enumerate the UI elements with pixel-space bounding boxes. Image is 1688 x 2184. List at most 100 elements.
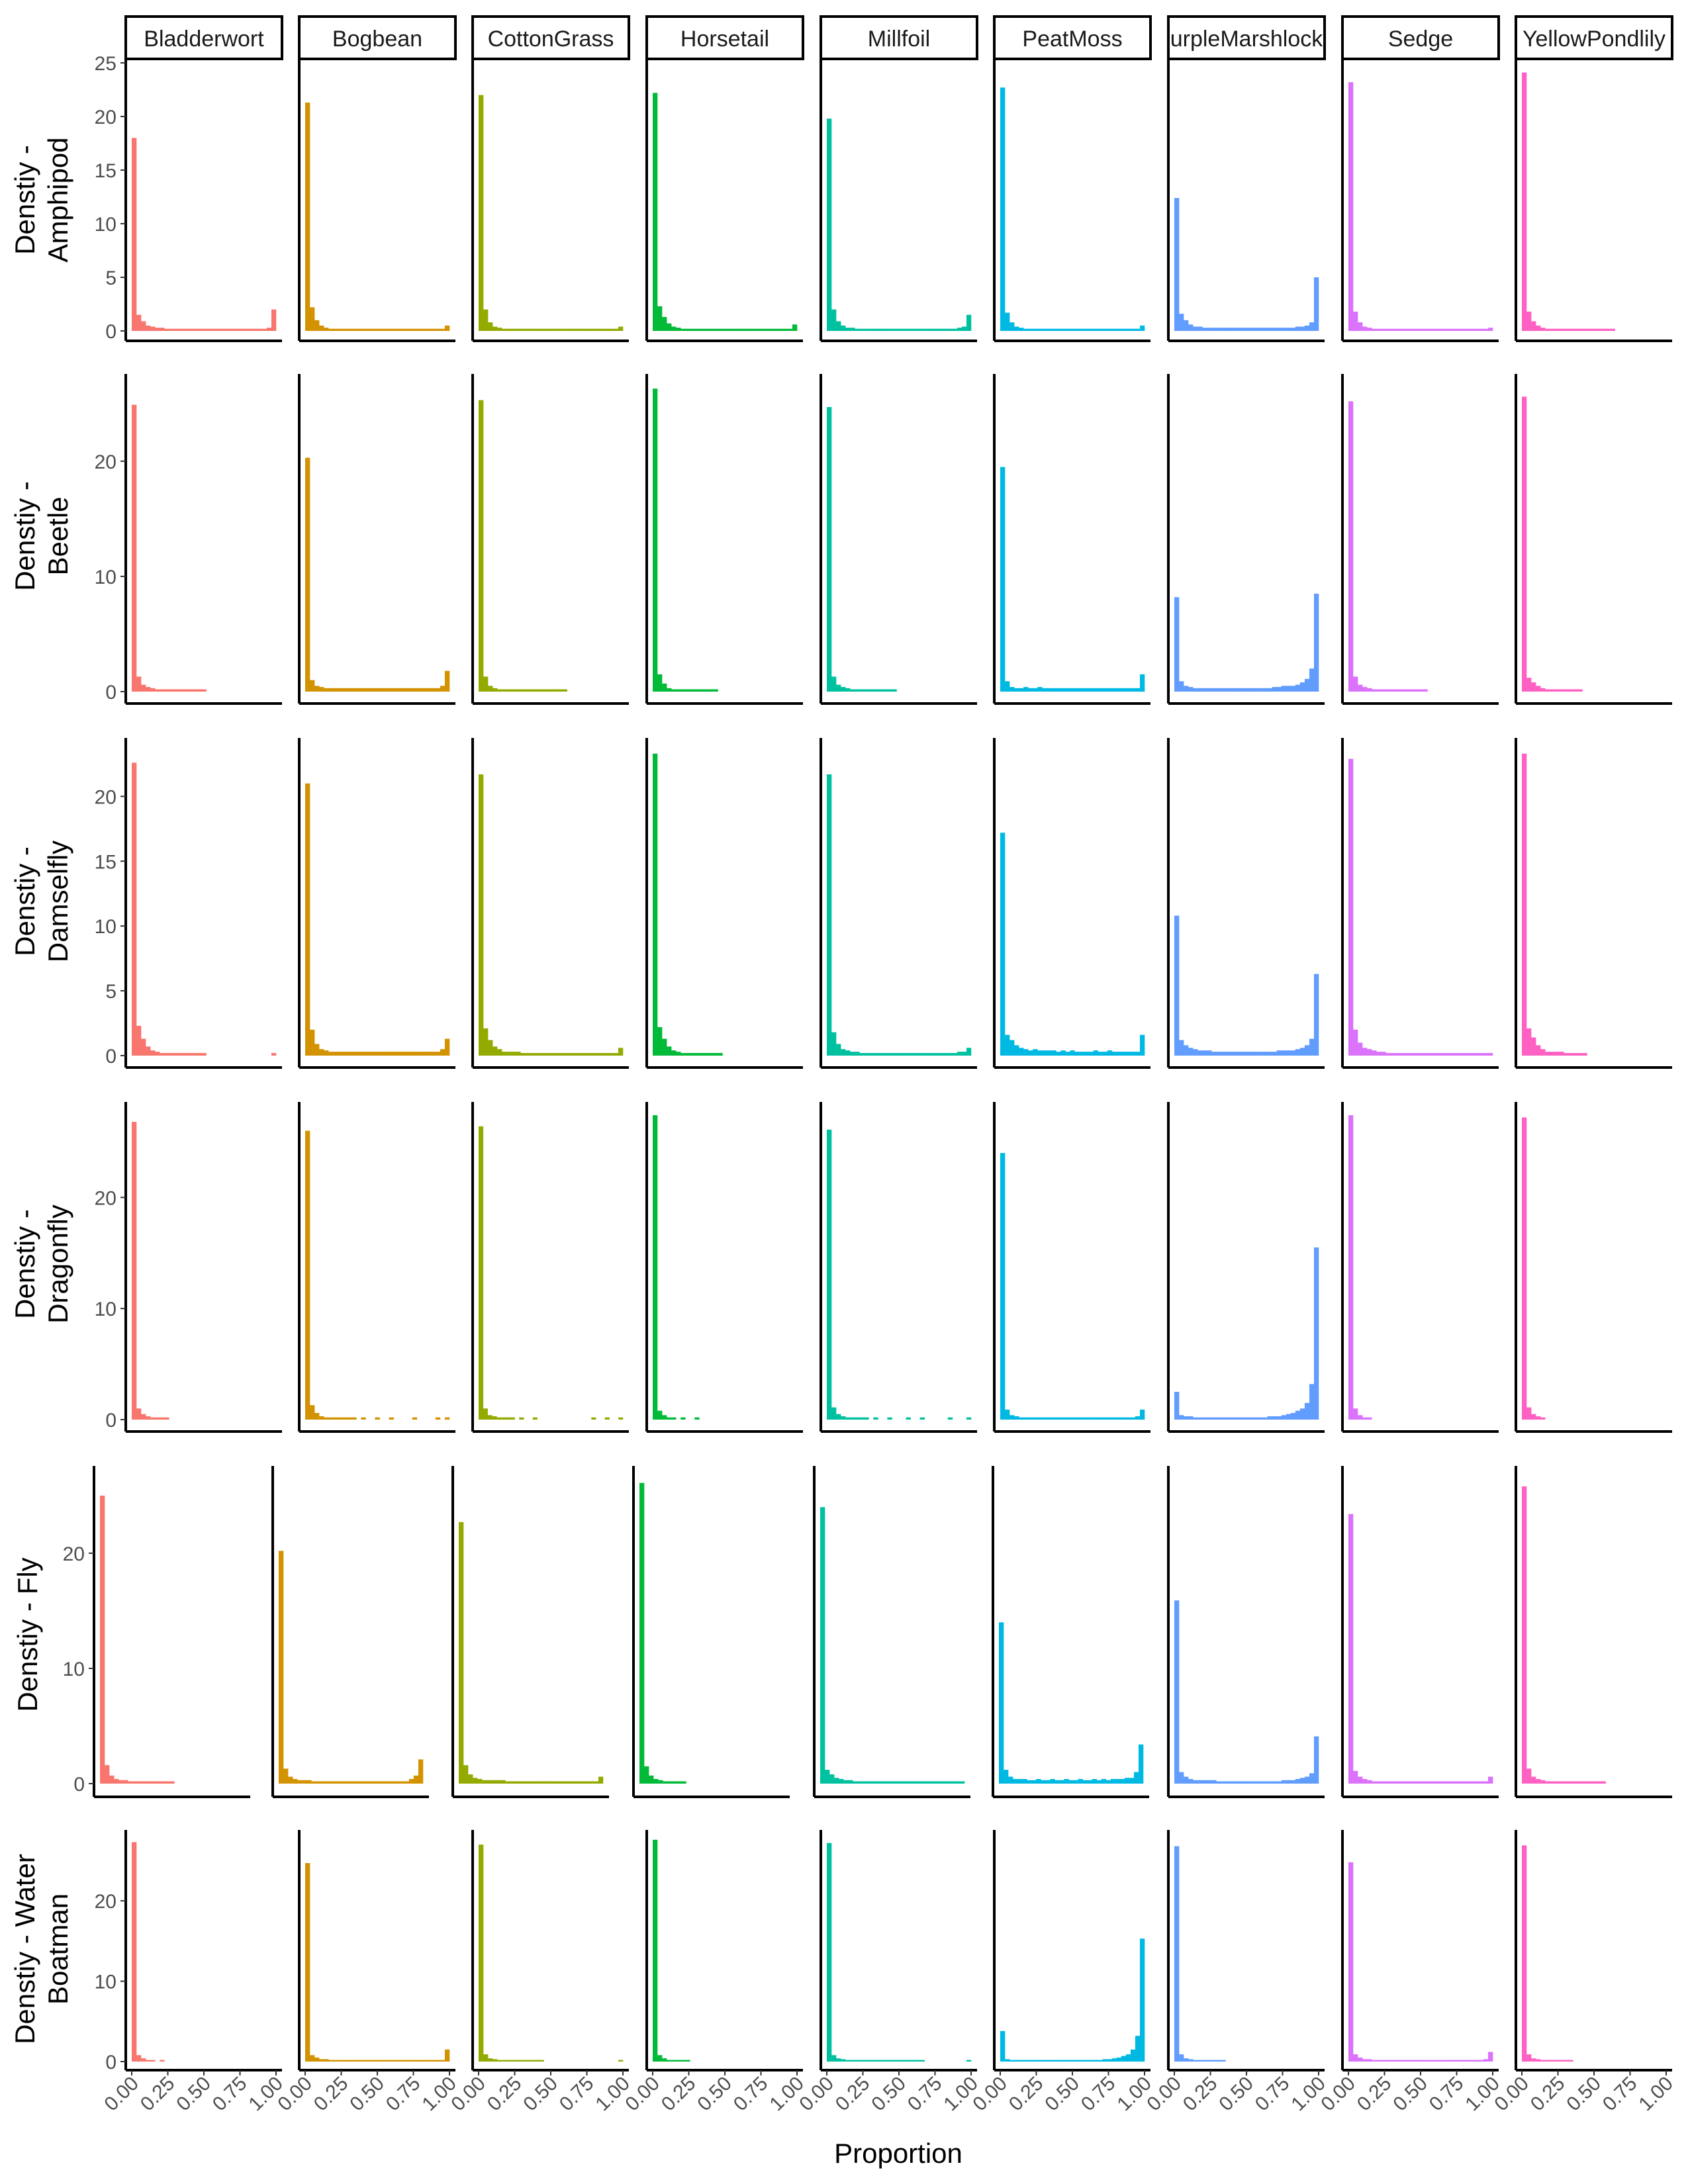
histogram-bar <box>929 328 935 331</box>
histogram-bar <box>929 1053 935 1056</box>
histogram-bar <box>1013 1779 1018 1784</box>
histogram-bar <box>421 2060 427 2062</box>
histogram-bar <box>671 1417 677 1420</box>
histogram-bar <box>356 2060 361 2062</box>
strip-Sedge: Sedge <box>1341 15 1500 60</box>
histogram-bar <box>868 689 874 692</box>
histogram-bar <box>473 1778 478 1784</box>
histogram-bar <box>477 1779 483 1784</box>
histogram-bar <box>1568 1053 1573 1056</box>
histogram-bar <box>407 328 413 331</box>
histogram-bar <box>1202 1417 1207 1420</box>
histogram-bar <box>539 2060 544 2062</box>
row-label-line: Boatman <box>42 1893 73 2005</box>
histogram-bar <box>516 328 521 331</box>
histogram-bar <box>1225 1052 1231 1056</box>
histogram-bar <box>1088 328 1094 331</box>
histogram-bar <box>704 689 709 692</box>
histogram-bar <box>1313 1736 1319 1784</box>
histogram-bar <box>362 1781 367 1784</box>
histogram-bar <box>402 1052 408 1056</box>
histogram-bar <box>1116 2057 1122 2062</box>
histogram-bar <box>1568 328 1573 331</box>
histogram-bar <box>525 1053 530 1056</box>
histogram-bar <box>864 2060 869 2062</box>
histogram-bar <box>1526 1028 1532 1056</box>
histogram-bar <box>579 1781 585 1784</box>
histogram-bar <box>520 1053 526 1056</box>
histogram-bar <box>501 1417 506 1420</box>
histogram-bar <box>1110 1779 1116 1784</box>
histogram-bar <box>1313 594 1319 692</box>
histogram-bar <box>567 328 572 331</box>
histogram-bar <box>1487 1053 1493 1056</box>
histogram-bar <box>649 1775 654 1784</box>
histogram-bar <box>901 1053 906 1056</box>
histogram-bar <box>1564 328 1569 331</box>
histogram-bar <box>864 1417 869 1420</box>
histogram-bar <box>1135 328 1141 331</box>
histogram-bar <box>1540 688 1546 692</box>
histogram-bar <box>1522 753 1527 1056</box>
histogram-bar <box>155 689 160 692</box>
histogram-bar <box>310 1405 315 1420</box>
x-tick-label: 0.25 <box>831 2073 874 2116</box>
histogram-bar <box>1047 2060 1052 2062</box>
histogram-bar <box>864 689 869 692</box>
histogram-bar <box>1353 2054 1358 2062</box>
histogram-bar <box>924 328 930 331</box>
histogram-bar <box>352 2060 357 2062</box>
panel-CottonGrass <box>471 738 629 1069</box>
x-tick-label: 0.00 <box>795 2073 838 2116</box>
histogram-bar <box>1304 678 1310 692</box>
histogram-bar <box>657 306 663 331</box>
histogram-bar <box>1188 1048 1194 1056</box>
histogram-bar <box>915 328 920 331</box>
histogram-bar <box>1564 689 1569 692</box>
histogram-bar <box>1111 1417 1117 1420</box>
histogram-bar <box>1197 1417 1203 1420</box>
histogram-bar <box>1522 1845 1527 2062</box>
histogram-bar <box>1065 2060 1070 2062</box>
panel-Bogbean <box>298 374 455 705</box>
x-tick-label: 0.25 <box>310 2073 353 2116</box>
histogram-bar <box>1051 1417 1056 1420</box>
histogram-bar <box>1362 326 1368 331</box>
histogram-bar <box>365 2060 371 2062</box>
histogram-bar <box>1358 2057 1363 2062</box>
histogram-bar <box>118 1780 124 1784</box>
histogram-bar <box>1353 1770 1358 1784</box>
histogram-bar <box>1487 2052 1493 2062</box>
strip-box <box>1167 15 1326 60</box>
histogram-bar <box>534 328 539 331</box>
histogram-bar <box>1028 1050 1033 1056</box>
histogram-bar <box>488 686 493 692</box>
histogram-bar <box>961 1052 967 1056</box>
histogram-bar <box>1239 1781 1244 1784</box>
histogram-bar <box>389 1052 394 1056</box>
histogram-bar <box>1098 1052 1103 1056</box>
histogram-bar <box>1253 1781 1258 1784</box>
histogram-bar <box>421 1052 427 1056</box>
histogram-bar <box>1596 1781 1601 1784</box>
histogram-bar <box>1385 689 1391 692</box>
histogram-bar <box>1079 688 1084 692</box>
histogram-bar <box>927 1781 933 1784</box>
histogram-bar <box>1248 1417 1254 1420</box>
histogram-bar <box>496 1417 502 1420</box>
histogram-bar <box>694 689 700 692</box>
histogram-bar <box>100 1495 105 1784</box>
histogram-bar <box>1483 2059 1489 2062</box>
x-tick-label: 0.25 <box>483 2073 526 2116</box>
panel-PurpleMarshlock <box>1167 738 1325 1069</box>
histogram-bar <box>371 1781 377 1784</box>
histogram-bar <box>1531 321 1536 331</box>
histogram-bar <box>381 1781 387 1784</box>
histogram-bar <box>1348 1514 1354 1784</box>
histogram-bar <box>1193 326 1198 331</box>
histogram-bar <box>1474 328 1479 331</box>
histogram-bar <box>667 1781 673 1784</box>
histogram-bar <box>1188 687 1194 692</box>
histogram-bar <box>677 1781 682 1784</box>
histogram-bar <box>375 1052 380 1056</box>
